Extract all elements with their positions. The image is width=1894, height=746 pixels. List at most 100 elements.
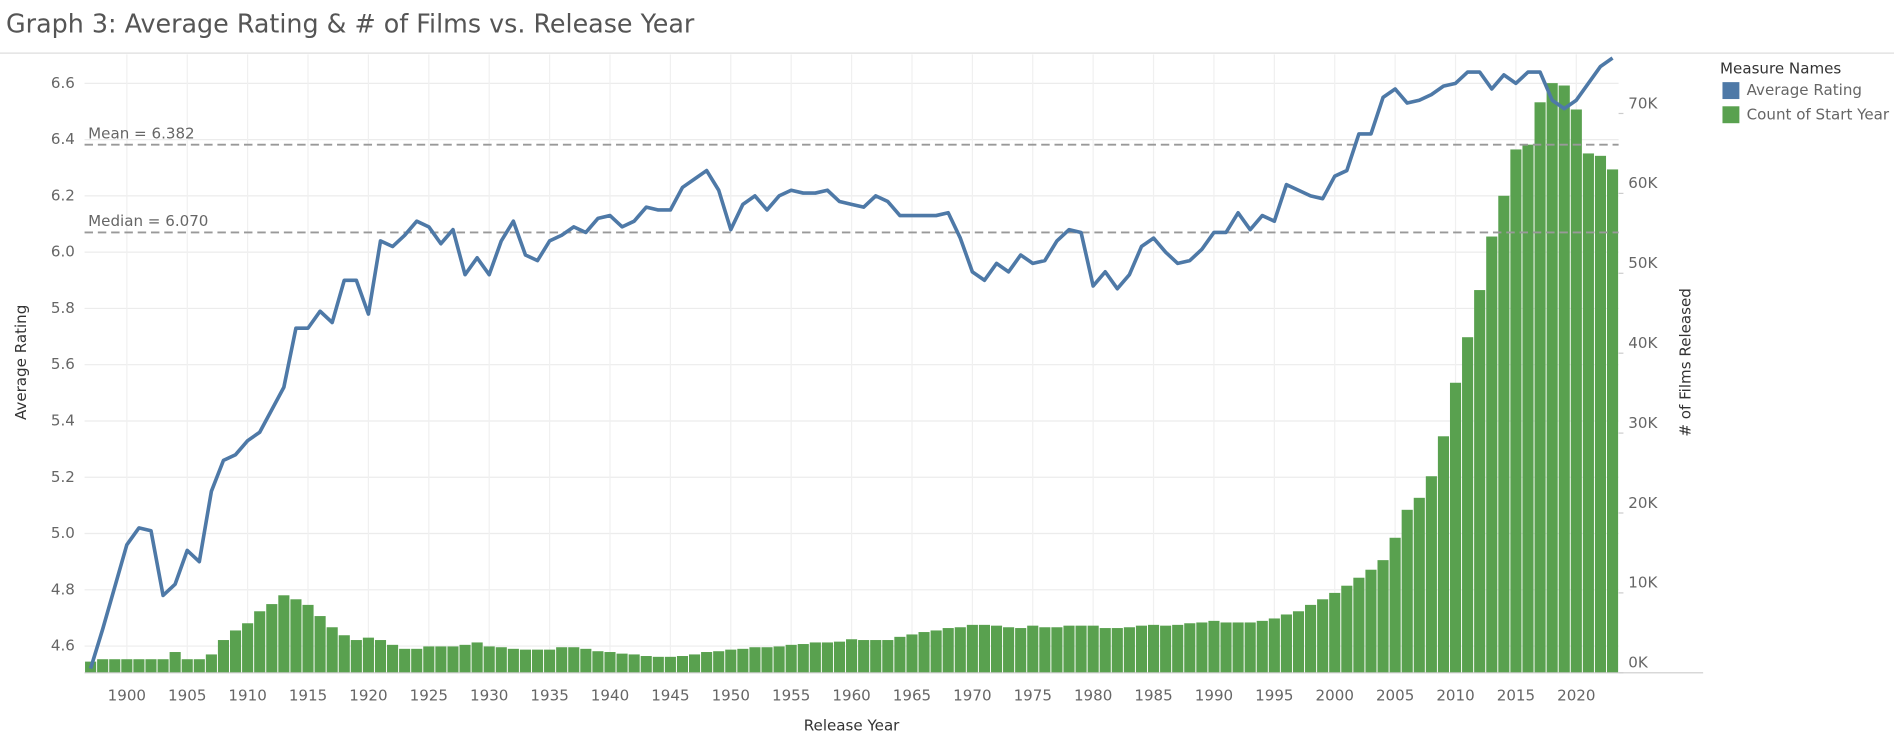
x-tick-label: 1990 bbox=[1195, 686, 1233, 704]
bar bbox=[1063, 625, 1075, 673]
y-tick-label: 4.8 bbox=[51, 580, 75, 598]
bar bbox=[978, 624, 991, 673]
grid bbox=[84, 54, 1619, 673]
bar bbox=[1534, 102, 1546, 673]
bar bbox=[362, 637, 374, 673]
bar bbox=[483, 646, 495, 673]
bar bbox=[1292, 611, 1305, 673]
bar bbox=[713, 651, 725, 673]
bar bbox=[809, 642, 821, 673]
bar bbox=[326, 627, 338, 673]
y-tick-label: 6.4 bbox=[51, 130, 75, 148]
bar bbox=[1208, 620, 1220, 673]
bar bbox=[761, 647, 773, 673]
bar bbox=[109, 659, 121, 673]
bar bbox=[1389, 537, 1401, 673]
y2-tick-label: 70K bbox=[1628, 94, 1658, 112]
bar bbox=[121, 659, 133, 673]
bar bbox=[1256, 620, 1268, 673]
x-tick-label: 1940 bbox=[591, 686, 629, 704]
bar bbox=[193, 659, 205, 673]
bar bbox=[145, 659, 157, 673]
bar bbox=[459, 644, 471, 673]
bar bbox=[1280, 614, 1292, 673]
bar bbox=[1474, 290, 1486, 673]
legend-swatch bbox=[1722, 106, 1740, 124]
bar bbox=[1268, 618, 1280, 673]
bar bbox=[1401, 509, 1413, 673]
bar bbox=[568, 647, 580, 673]
bar bbox=[990, 625, 1003, 673]
legend: Average Rating Count of Start Year bbox=[1722, 81, 1890, 124]
bar bbox=[411, 648, 423, 673]
reference-label: Mean = 6.382 bbox=[88, 124, 194, 142]
bar bbox=[773, 646, 785, 673]
bars bbox=[85, 83, 1619, 673]
bar bbox=[821, 642, 833, 673]
bar bbox=[1486, 236, 1498, 673]
bar bbox=[1570, 109, 1582, 673]
lines bbox=[88, 56, 1614, 670]
bar bbox=[846, 639, 858, 673]
bar bbox=[423, 646, 435, 673]
x-tick-label: 1915 bbox=[289, 686, 327, 704]
y2-tick-label: 0K bbox=[1628, 654, 1649, 672]
y2-tick-label: 50K bbox=[1628, 254, 1658, 272]
bar bbox=[628, 654, 640, 673]
bar bbox=[229, 630, 242, 673]
bar bbox=[664, 656, 676, 673]
bar bbox=[725, 649, 737, 673]
bar bbox=[604, 652, 616, 673]
bar bbox=[97, 659, 109, 673]
x-tick-label: 1905 bbox=[168, 686, 206, 704]
bar bbox=[1184, 623, 1196, 673]
y2-axis-title: # of Films Released bbox=[1677, 288, 1695, 437]
bar bbox=[302, 604, 314, 673]
bar bbox=[1051, 627, 1063, 673]
bar bbox=[1377, 560, 1389, 673]
bar bbox=[1147, 624, 1160, 673]
y2-tick-label: 60K bbox=[1628, 174, 1658, 192]
x-tick-label: 2020 bbox=[1557, 686, 1595, 704]
bar bbox=[1365, 569, 1377, 673]
bar bbox=[1111, 628, 1123, 673]
x-tick-label: 1925 bbox=[410, 686, 448, 704]
x-tick-label: 1975 bbox=[1014, 686, 1052, 704]
bar bbox=[133, 659, 145, 673]
x-tick-label: 2005 bbox=[1376, 686, 1414, 704]
bar bbox=[314, 616, 326, 673]
bar bbox=[1582, 153, 1594, 673]
legend-label: Average Rating bbox=[1747, 81, 1862, 99]
x-tick-label: 1950 bbox=[712, 686, 750, 704]
bar bbox=[1353, 577, 1365, 673]
bar bbox=[1172, 624, 1184, 673]
bar bbox=[676, 656, 689, 673]
y-axis-title: Average Rating bbox=[12, 305, 30, 420]
bar bbox=[157, 659, 169, 673]
bar bbox=[471, 642, 483, 673]
x-tick-label: 2010 bbox=[1436, 686, 1474, 704]
bar bbox=[1015, 628, 1027, 673]
y-tick-label: 5.4 bbox=[51, 411, 75, 429]
reference-label: Median = 6.070 bbox=[88, 212, 208, 230]
x-tick-label: 1935 bbox=[530, 686, 568, 704]
bar bbox=[1244, 622, 1256, 673]
bar bbox=[737, 648, 749, 673]
bar bbox=[688, 654, 701, 673]
bar bbox=[205, 654, 217, 673]
x-tick-label: 1920 bbox=[349, 686, 387, 704]
bar bbox=[954, 627, 966, 673]
bar bbox=[1220, 622, 1232, 673]
bar bbox=[507, 648, 519, 673]
chart-title: Graph 3: Average Rating & # of Films vs.… bbox=[6, 8, 695, 38]
bar bbox=[387, 644, 399, 673]
bar bbox=[217, 640, 230, 673]
x-tick-label: 1945 bbox=[651, 686, 689, 704]
x-axis-title: Release Year bbox=[804, 716, 900, 734]
bar bbox=[1510, 149, 1522, 673]
bar bbox=[1099, 628, 1111, 673]
bar bbox=[1341, 585, 1353, 673]
bar bbox=[894, 636, 906, 673]
y2-tick-label: 10K bbox=[1628, 574, 1658, 592]
